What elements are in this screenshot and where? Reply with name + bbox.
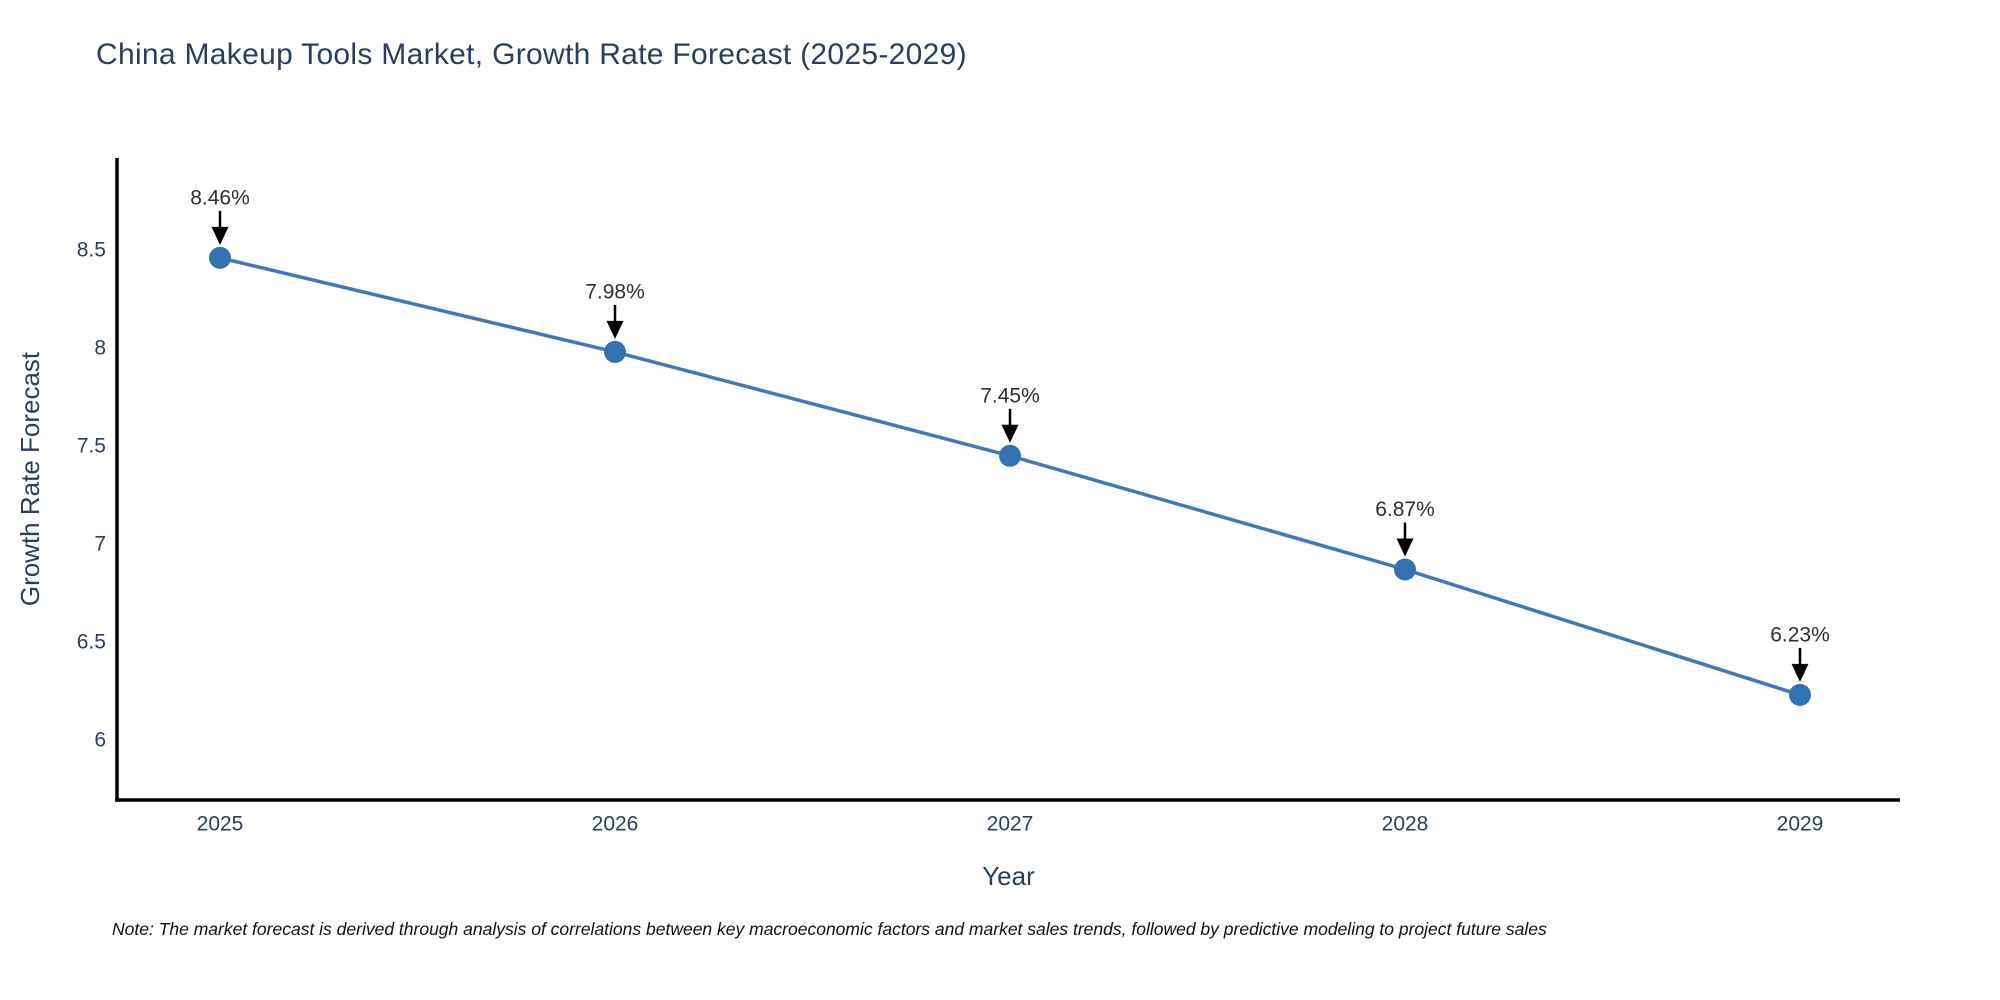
x-tick-label: 2029 — [1777, 813, 1824, 836]
trend-line — [219, 256, 1801, 697]
data-point-marker-2028 — [1394, 558, 1416, 581]
annotation-arrowhead-icon — [211, 226, 229, 245]
point-value-label: 8.46% — [190, 186, 250, 209]
y-tick-label: 6 — [94, 729, 106, 752]
data-point-marker-2029 — [1789, 683, 1811, 706]
x-axis-title: Year — [982, 861, 1035, 891]
annotation-arrowhead-icon — [606, 320, 624, 339]
annotation-arrowhead-icon — [1791, 663, 1809, 682]
point-value-label: 6.87% — [1375, 498, 1435, 521]
data-point-marker-2025 — [209, 246, 231, 269]
x-tick-label: 2028 — [1382, 813, 1429, 836]
annotation-arrowhead-icon — [1001, 424, 1019, 443]
x-tick-label: 2026 — [592, 813, 639, 836]
point-value-label: 7.98% — [585, 280, 645, 303]
y-tick-label: 8.5 — [77, 239, 106, 262]
x-tick-label: 2025 — [197, 813, 244, 836]
point-value-label: 6.23% — [1770, 623, 1830, 646]
y-axis-title: Growth Rate Forecast — [15, 351, 45, 606]
chart-title: China Makeup Tools Market, Growth Rate F… — [96, 38, 967, 71]
x-tick-label: 2027 — [987, 813, 1034, 836]
y-tick-label: 8 — [94, 337, 106, 360]
data-point-marker-2026 — [604, 340, 626, 363]
point-value-label: 7.45% — [980, 384, 1040, 407]
footnote: Note: The market forecast is derived thr… — [112, 919, 1547, 939]
y-tick-label: 7 — [94, 533, 106, 556]
annotation-arrowhead-icon — [1396, 538, 1414, 557]
y-tick-label: 7.5 — [77, 435, 106, 458]
y-tick-label: 6.5 — [77, 631, 106, 654]
data-point-marker-2027 — [999, 444, 1021, 467]
